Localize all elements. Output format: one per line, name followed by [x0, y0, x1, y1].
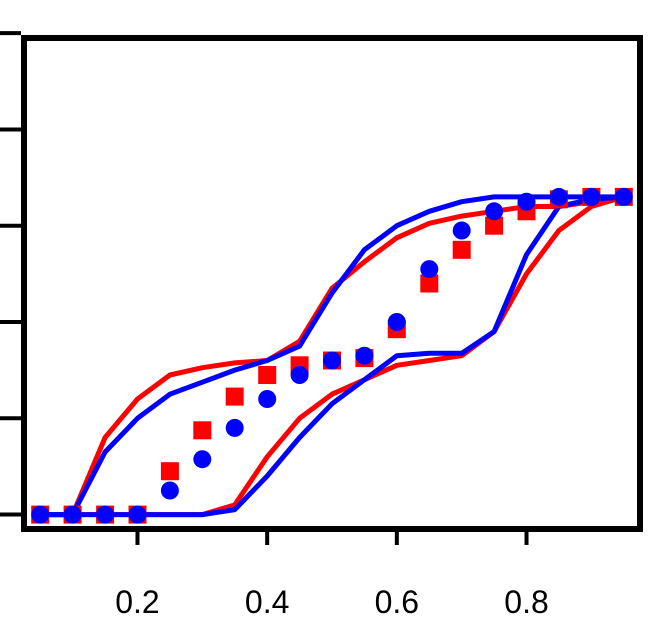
circle-point — [225, 418, 244, 437]
x-tick-label: 0.2 — [115, 584, 159, 620]
circle-point — [387, 313, 406, 331]
square-point — [193, 421, 212, 440]
circle-point — [452, 221, 471, 240]
circle-point — [420, 260, 439, 279]
circle-point — [193, 450, 212, 469]
circle-point — [517, 192, 536, 211]
circle-point — [549, 187, 568, 206]
square-point — [452, 240, 471, 259]
x-tick-label: 0.4 — [245, 584, 289, 620]
square-point — [160, 462, 179, 481]
x-tick-label: 0.6 — [375, 584, 419, 620]
circle-point — [31, 505, 50, 524]
circle-point — [323, 351, 341, 370]
square-point — [420, 274, 439, 293]
plot-frame — [21, 35, 643, 532]
circle-point — [96, 505, 115, 524]
circle-point — [614, 187, 633, 206]
circle-point — [485, 202, 504, 221]
circle-point — [63, 505, 82, 524]
circle-point — [355, 346, 374, 365]
circle-point — [582, 187, 601, 206]
series-layer — [31, 187, 633, 524]
circle-point — [258, 390, 277, 408]
axis-layer: 0.2 0.4 0.6 0.8 — [0, 31, 549, 620]
circle-point — [128, 505, 147, 524]
x-tick-label: 0.8 — [504, 584, 548, 620]
square-point — [258, 366, 277, 384]
square-point — [225, 387, 244, 406]
circle-point — [290, 366, 309, 384]
square-point — [485, 216, 504, 235]
circle-point — [160, 481, 179, 500]
